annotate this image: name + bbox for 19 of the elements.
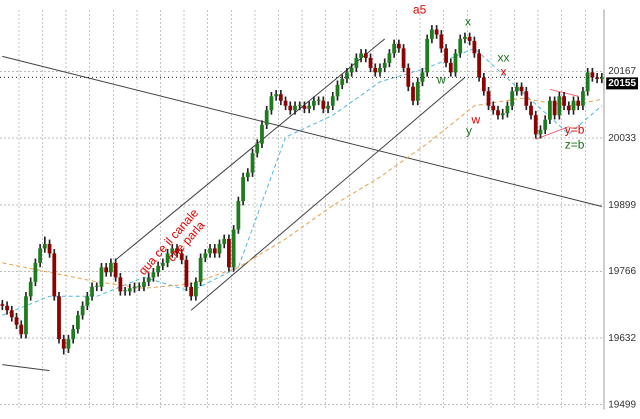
y-tick-label: 20167 [608,66,636,78]
annotation: w [470,112,481,126]
y-tick-label: 20033 [608,132,636,144]
annotation: y [466,123,472,138]
annotation: x [500,64,506,78]
candlestick [132,282,136,293]
annotation: z=b [564,137,585,152]
y-tick-label: 19899 [608,200,636,211]
annotation: a5 [412,2,427,16]
candlestick [463,32,467,44]
annotation: w [436,72,446,86]
annotation: x [464,14,471,28]
annotation: xx [497,50,510,64]
annotation: y=b [564,122,585,136]
ref-line-label: 20155 [608,78,636,90]
y-tick-label: 19499 [608,399,636,410]
line-series [2,98,602,289]
y-tick-label: 19632 [608,332,636,344]
y-tick-label: 19766 [608,266,636,278]
